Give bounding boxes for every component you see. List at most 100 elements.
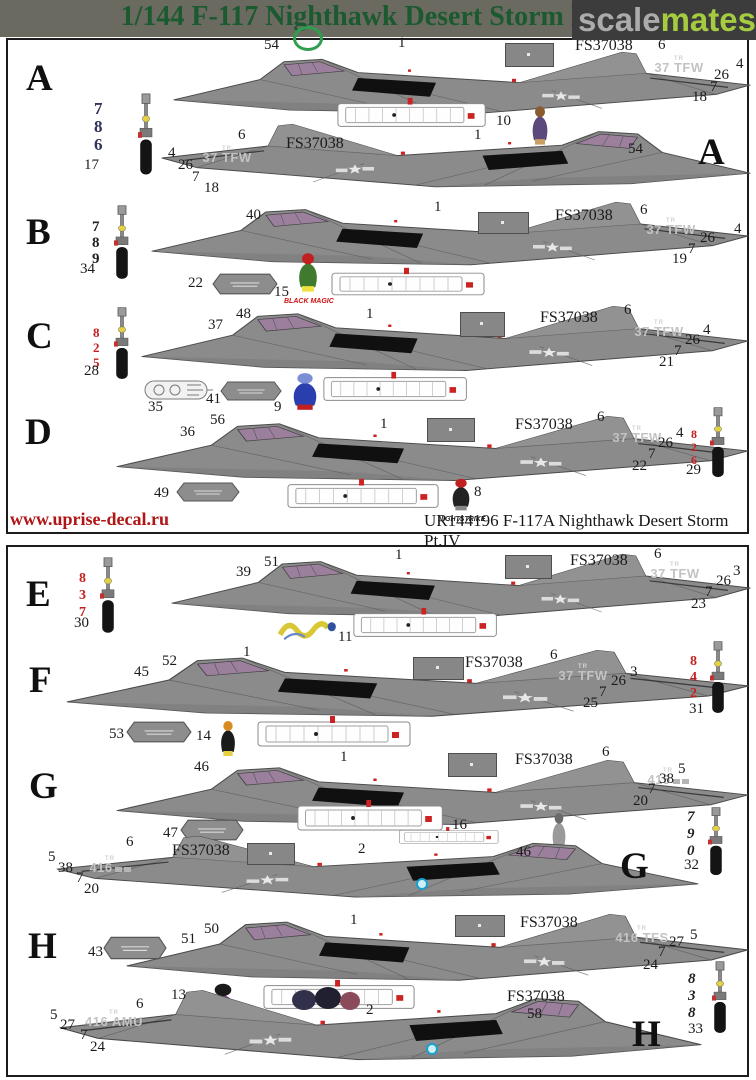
callout-29: 29 — [686, 462, 701, 478]
callout-22: 22 — [632, 458, 647, 474]
profile-letter-A1: A — [26, 58, 53, 99]
callout-48: 48 — [236, 306, 251, 322]
serial-digit: 8 — [93, 325, 100, 340]
tail-marking-H2: TR 416 AMU — [78, 1010, 150, 1028]
callout-17: 17 — [84, 157, 99, 173]
callout-1: 1 — [340, 749, 348, 765]
callout-22: 22 — [188, 275, 203, 291]
callout-46: 46 — [516, 844, 531, 860]
callout-6: 6 — [602, 744, 610, 760]
tail-unit-text: 416 AMU — [85, 1014, 143, 1029]
tail-code-letters: TR — [666, 218, 676, 224]
callout-50: 50 — [204, 921, 219, 937]
gray-decal-box — [247, 843, 295, 865]
serial-digit: 2 — [691, 440, 697, 454]
box-mark — [527, 52, 531, 56]
gray-decal-box — [448, 753, 497, 777]
box-mark — [470, 762, 474, 766]
tail-marking-G1: TR 415 — [642, 768, 694, 786]
profile-letter-G1: G — [29, 766, 58, 807]
callout-43: 43 — [88, 944, 103, 960]
fuel-tank-illustration — [212, 272, 278, 296]
callout-FS37038: FS37038 — [286, 135, 344, 152]
callout-31: 31 — [689, 701, 704, 717]
bomb-bay-doors-illustration — [398, 826, 502, 848]
tail-unit-text: 37 TFW — [612, 430, 662, 445]
callout-24: 24 — [643, 957, 658, 973]
tail-marking-A2: TR 37 TFW — [196, 146, 258, 164]
callout-FS37038: FS37038 — [465, 654, 523, 671]
serial-digit: 3 — [79, 588, 86, 603]
aircraft-profile-G2 — [55, 834, 700, 908]
bomb-bay-doors-illustration — [286, 477, 444, 515]
callout-26: 26 — [714, 67, 729, 83]
profile-letter-H1: H — [28, 926, 57, 967]
callout-FS37038: FS37038 — [575, 37, 633, 54]
callout-47: 47 — [163, 825, 178, 841]
serial-digit: 7 — [79, 605, 86, 620]
watermark-scale: scale — [578, 1, 661, 38]
profile-letter-D: D — [25, 412, 52, 453]
callout-3: 3 — [630, 664, 638, 680]
landing-gear-illustration — [706, 640, 730, 716]
callout-1: 1 — [366, 306, 374, 322]
landing-gear-illustration — [134, 92, 158, 178]
blue-roundel-icon — [426, 1043, 438, 1055]
serial-digit: 0 — [687, 843, 695, 859]
callout-FS37038: FS37038 — [507, 988, 565, 1005]
callout-6: 6 — [640, 202, 648, 218]
callout-5: 5 — [50, 1007, 58, 1023]
tail-code-letters: TR — [105, 856, 115, 862]
callout-5: 5 — [48, 849, 56, 865]
callout-35: 35 — [148, 399, 163, 415]
callout-6: 6 — [238, 127, 246, 143]
callout-18: 18 — [204, 180, 219, 196]
callout-6: 6 — [658, 37, 666, 53]
serial-digit: 8 — [94, 117, 103, 136]
serial-digit: 7 — [687, 809, 695, 825]
tail-code-letters: TR — [670, 562, 680, 568]
serial-digit: 9 — [92, 251, 100, 267]
artwork-crew-in-bay-icon — [292, 987, 360, 1010]
profile-letter-G2: G — [620, 846, 649, 887]
callout-2: 2 — [366, 1002, 374, 1018]
gray-decal-box — [460, 312, 505, 337]
callout-34: 34 — [80, 261, 95, 277]
artwork-caption: NIGHTSTRIKE — [438, 516, 486, 523]
callout-30: 30 — [74, 615, 89, 631]
callout-4: 4 — [168, 145, 176, 161]
callout-40: 40 — [246, 207, 261, 223]
box-mark — [526, 564, 530, 568]
callout-26: 26 — [700, 230, 715, 246]
callout-FS37038: FS37038 — [515, 416, 573, 433]
callout-20: 20 — [633, 793, 648, 809]
callout-6: 6 — [126, 834, 134, 850]
gray-decal-box — [478, 212, 529, 234]
watermark-mates: mates — [660, 1, 756, 38]
serial-digit: 9 — [687, 826, 695, 842]
callout-46: 46 — [194, 759, 209, 775]
callout-27: 27 — [60, 1017, 75, 1033]
callout-25: 25 — [583, 695, 598, 711]
callout-38: 38 — [58, 860, 73, 876]
tail-badge-icon — [681, 779, 689, 784]
callout-32: 32 — [684, 857, 699, 873]
callout-45: 45 — [134, 664, 149, 680]
callout-54: 54 — [264, 37, 279, 53]
artwork-eagle-head-icon — [221, 721, 235, 756]
callout-37: 37 — [208, 317, 223, 333]
callout-23: 23 — [691, 596, 706, 612]
callout-FS37038: FS37038 — [540, 309, 598, 326]
tail-unit-text: 37 TFW — [634, 324, 684, 339]
landing-gear-illustration — [110, 306, 134, 382]
callout-4: 4 — [734, 221, 742, 237]
callout-39: 39 — [236, 564, 251, 580]
callout-21: 21 — [659, 354, 674, 370]
gray-decal-box — [413, 657, 464, 680]
tail-badge-icon — [123, 867, 131, 872]
scalemates-logo-ring-icon — [293, 26, 323, 51]
bomb-bay-doors-illustration — [256, 714, 416, 754]
callout-1: 1 — [434, 199, 442, 215]
blue-roundel-icon — [416, 878, 428, 890]
serial-digit: 8 — [79, 571, 86, 586]
